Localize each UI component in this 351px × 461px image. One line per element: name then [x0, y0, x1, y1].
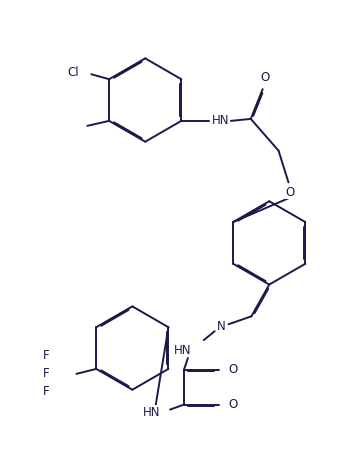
Text: O: O: [228, 363, 237, 376]
Text: Cl: Cl: [68, 66, 79, 79]
Text: O: O: [228, 398, 237, 411]
Text: HN: HN: [143, 406, 160, 419]
Text: O: O: [286, 186, 295, 199]
Text: O: O: [260, 71, 269, 84]
Text: F: F: [43, 385, 50, 398]
Text: HN: HN: [174, 343, 192, 356]
Text: F: F: [43, 367, 50, 380]
Text: F: F: [43, 349, 50, 362]
Text: N: N: [217, 320, 226, 333]
Text: HN: HN: [212, 114, 230, 127]
Text: O: O: [286, 186, 295, 199]
